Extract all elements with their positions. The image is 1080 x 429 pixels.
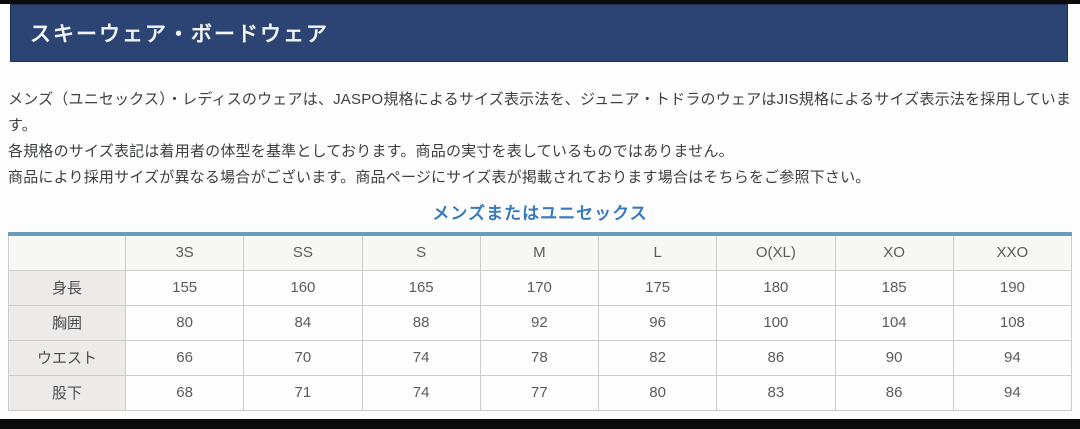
size-value-cell: 104 xyxy=(834,304,954,341)
intro-text: メンズ（ユニセックス）・レディスのウェアは、JASPO規格によるサイズ表示法を、… xyxy=(8,87,1074,191)
table-row: ウエスト 66 70 74 78 82 86 90 94 xyxy=(8,339,1073,376)
size-value-cell: 94 xyxy=(952,339,1073,376)
size-value-cell: 96 xyxy=(597,304,718,341)
size-column-header: XO xyxy=(834,233,954,271)
size-chart-table: 3S SS S M L O(XL) XO XXO 身長 155 160 165 170 175 180 18… xyxy=(8,232,1073,411)
size-value-cell: 66 xyxy=(124,339,245,376)
size-value-cell: 92 xyxy=(479,304,600,341)
size-value-cell: 74 xyxy=(361,374,481,411)
size-column-header: XXO xyxy=(952,233,1073,271)
size-value-cell: 82 xyxy=(597,339,718,376)
size-header-row: 3S SS S M L O(XL) XO XXO xyxy=(8,233,1073,271)
row-label: 身長 xyxy=(8,269,126,306)
size-column-header: 3S xyxy=(124,233,245,271)
size-table-corner-cell xyxy=(8,233,126,271)
size-column-header: S xyxy=(361,233,481,271)
size-value-cell: 80 xyxy=(597,374,718,411)
table-row: 胸囲 80 84 88 92 96 100 104 108 xyxy=(8,304,1073,341)
size-value-cell: 190 xyxy=(952,269,1073,306)
top-letterbox-bar xyxy=(0,0,1080,4)
size-value-cell: 86 xyxy=(834,374,954,411)
table-row: 身長 155 160 165 170 175 180 185 190 xyxy=(8,269,1073,306)
size-value-cell: 80 xyxy=(124,304,245,341)
section-heading: メンズまたはユニセックス xyxy=(432,204,648,223)
size-value-cell: 71 xyxy=(243,374,363,411)
size-value-cell: 170 xyxy=(479,269,600,306)
row-label: ウエスト xyxy=(8,339,126,376)
size-value-cell: 155 xyxy=(124,269,245,306)
size-value-cell: 77 xyxy=(479,374,600,411)
size-value-cell: 68 xyxy=(124,374,245,411)
size-value-cell: 185 xyxy=(834,269,954,306)
size-value-cell: 74 xyxy=(361,339,481,376)
size-column-header: O(XL) xyxy=(716,233,836,271)
page-header: スキーウェア・ボードウェア xyxy=(10,4,1068,62)
size-value-cell: 180 xyxy=(716,269,836,306)
size-value-cell: 70 xyxy=(243,339,363,376)
size-value-cell: 86 xyxy=(716,339,836,376)
size-chart-body: 身長 155 160 165 170 175 180 185 190 胸囲 80 84 88 92 96 10… xyxy=(8,269,1073,411)
size-value-cell: 160 xyxy=(243,269,363,306)
size-value-cell: 88 xyxy=(361,304,481,341)
size-value-cell: 165 xyxy=(361,269,481,306)
size-column-header: L xyxy=(597,233,718,271)
row-label: 股下 xyxy=(8,374,126,411)
bottom-letterbox-bar xyxy=(0,419,1080,429)
row-label: 胸囲 xyxy=(8,304,126,341)
size-value-cell: 175 xyxy=(597,269,718,306)
page-title: スキーウェア・ボードウェア xyxy=(30,23,329,46)
size-value-cell: 100 xyxy=(716,304,836,341)
size-value-cell: 90 xyxy=(834,339,954,376)
size-chart-header: 3S SS S M L O(XL) XO XXO xyxy=(8,233,1073,271)
table-row: 股下 68 71 74 77 80 83 86 94 xyxy=(8,374,1073,411)
size-value-cell: 94 xyxy=(952,374,1073,411)
size-value-cell: 83 xyxy=(716,374,836,411)
intro-line-1: メンズ（ユニセックス）・レディスのウェアは、JASPO規格によるサイズ表示法を、… xyxy=(8,91,1072,134)
intro-line-2: 各規格のサイズ表記は着用者の体型を基準としております。商品の実寸を表しているもの… xyxy=(8,143,734,160)
size-column-header: SS xyxy=(243,233,363,271)
size-value-cell: 84 xyxy=(243,304,363,341)
size-column-header: M xyxy=(479,233,600,271)
intro-line-3: 商品により採用サイズが異なる場合がございます。商品ページにサイズ表が掲載されてお… xyxy=(8,169,871,186)
size-value-cell: 78 xyxy=(479,339,600,376)
size-value-cell: 108 xyxy=(952,304,1073,341)
